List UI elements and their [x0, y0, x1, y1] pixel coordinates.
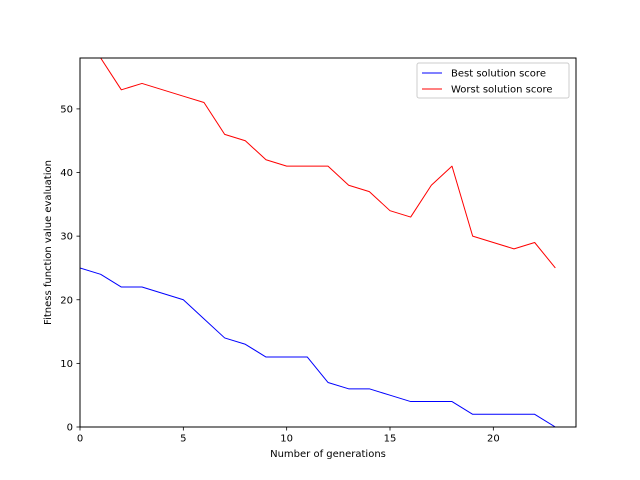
- x-tick-label: 20: [487, 434, 500, 445]
- y-tick-label: 50: [60, 104, 73, 115]
- legend: Best solution score Worst solution score: [416, 62, 570, 99]
- x-tick-label: 5: [180, 434, 186, 445]
- x-axis-label: Number of generations: [270, 449, 386, 460]
- y-tick-label: 40: [60, 168, 73, 179]
- y-axis-label: Fitness function value evaluation: [43, 160, 54, 325]
- series-line-2: [99, 58, 556, 269]
- series-line-1: [80, 267, 556, 427]
- x-tick-label: 0: [77, 434, 83, 445]
- legend-label-1: Best solution score: [451, 69, 546, 80]
- x-tick-label: 15: [384, 434, 397, 445]
- y-tick-label: 20: [60, 295, 73, 306]
- y-tick-label: 0: [67, 423, 73, 434]
- y-tick-label: 10: [60, 359, 73, 370]
- legend-label-2: Worst solution score: [451, 85, 553, 96]
- x-tick-label: 10: [280, 434, 293, 445]
- legend-box: [416, 62, 570, 99]
- y-tick-label: 30: [60, 232, 73, 243]
- plot-frame: [79, 57, 577, 428]
